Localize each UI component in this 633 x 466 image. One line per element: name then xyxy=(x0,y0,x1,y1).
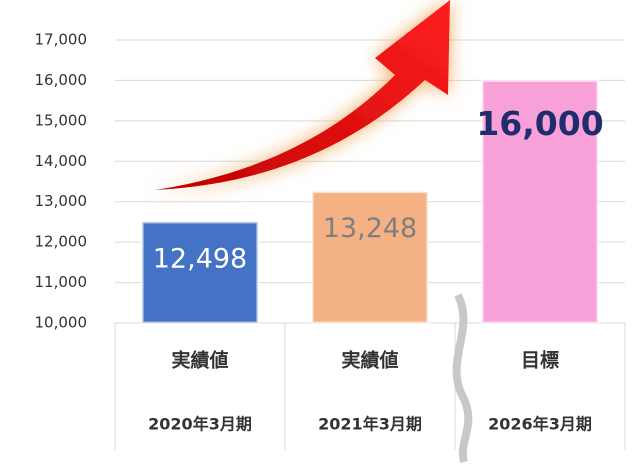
y-tick-label: 11,000 xyxy=(35,273,88,291)
y-tick-label: 15,000 xyxy=(35,111,88,129)
bar xyxy=(140,220,260,325)
bar xyxy=(480,78,600,325)
trend-arrow xyxy=(155,0,450,190)
x-tick-label: 目標 xyxy=(521,349,559,372)
y-tick-label: 16,000 xyxy=(35,71,88,89)
data-label: 16,000 xyxy=(476,104,603,143)
y-tick-label: 14,000 xyxy=(35,152,88,170)
y-tick-label: 10,000 xyxy=(35,314,88,332)
x-tick-sublabel: 2020年3月期 xyxy=(148,415,252,434)
bar xyxy=(310,190,430,325)
y-tick-label: 12,000 xyxy=(35,233,88,251)
x-tick-sublabel: 2026年3月期 xyxy=(488,415,592,434)
data-label: 12,498 xyxy=(153,244,247,275)
data-label: 13,248 xyxy=(323,213,417,244)
x-tick-sublabel: 2021年3月期 xyxy=(318,415,422,434)
break-mark xyxy=(452,293,473,464)
y-tick-label: 17,000 xyxy=(35,31,88,49)
x-tick-label: 実績値 xyxy=(171,349,228,372)
y-tick-label: 13,000 xyxy=(35,192,88,210)
x-tick-label: 実績値 xyxy=(341,349,398,372)
